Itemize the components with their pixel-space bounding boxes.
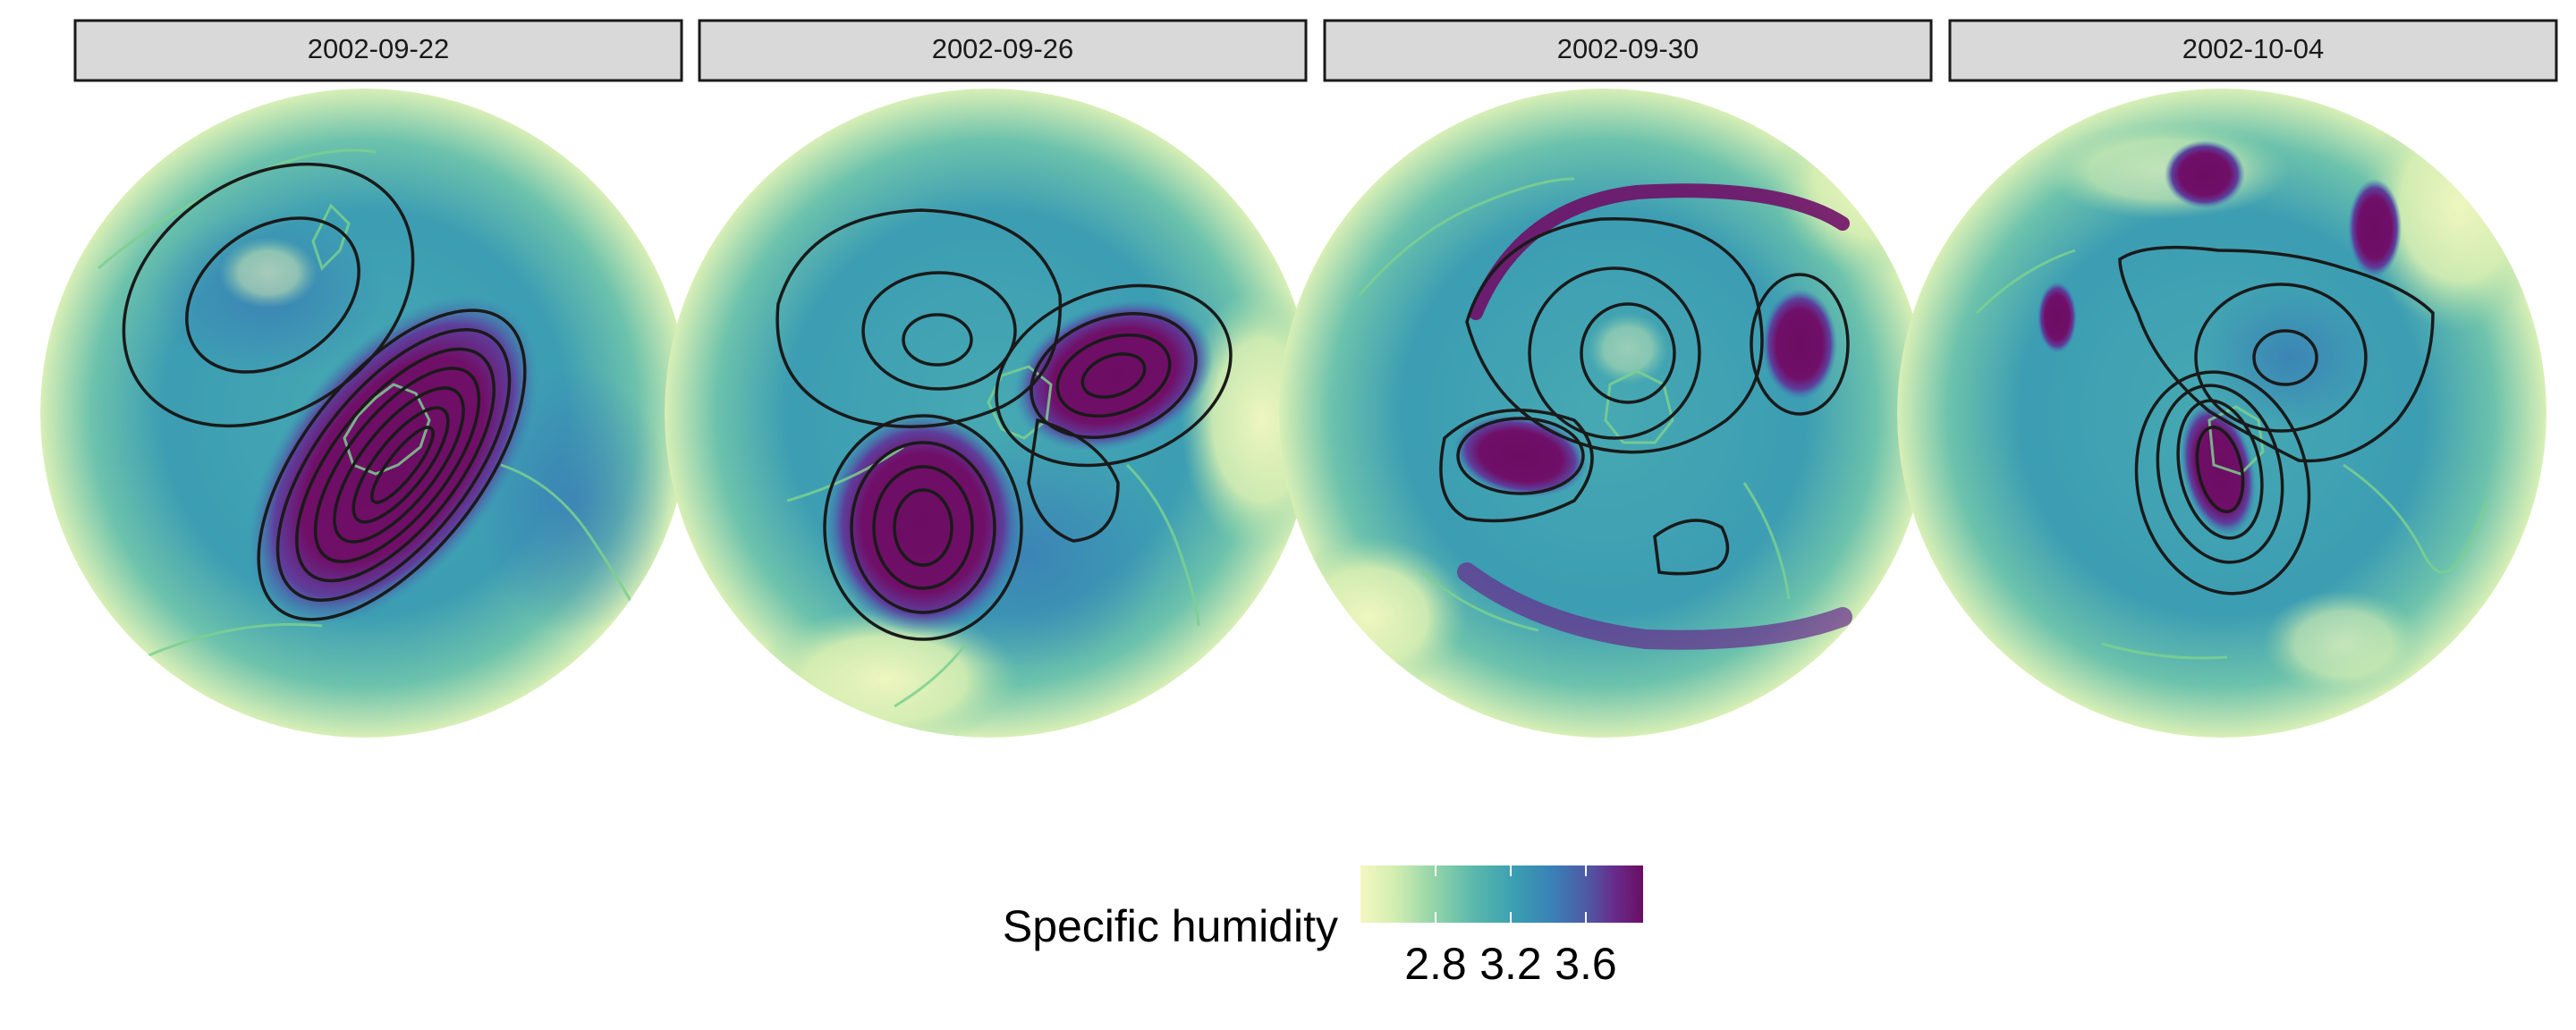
- facet-4: 2002-10-04: [1897, 19, 2558, 738]
- colorbar-tick-label-2: 3.2: [1479, 939, 1542, 989]
- legend: Specific humidity 2.8 3.2 3.6: [1003, 865, 1643, 989]
- dry-region-3c: [1588, 313, 1668, 384]
- legend-title: Specific humidity: [1003, 901, 1338, 951]
- dry-region-4b: [2039, 121, 2290, 219]
- humid-region-4c: [2348, 179, 2402, 277]
- facet-label-3: 2002-09-30: [1557, 33, 1699, 64]
- humid-region-3a: [1453, 414, 1588, 498]
- humid-region-4b: [2165, 140, 2245, 208]
- humid-region-1: [248, 295, 539, 626]
- colorbar-tick-label-1: 2.8: [1404, 939, 1467, 989]
- colorbar-tick-label-3: 3.6: [1555, 939, 1617, 989]
- coastlines-3: [1358, 177, 1791, 632]
- contours-4: [2118, 245, 2435, 595]
- facet-1: 2002-09-22: [40, 19, 690, 738]
- humid-band-3: [1457, 562, 1852, 650]
- facet-label-1: 2002-09-22: [308, 33, 450, 64]
- map-panel-3: [1279, 89, 1928, 738]
- facet-strip-2: [698, 19, 1308, 82]
- facet-strip-1: [73, 19, 683, 82]
- facet-strip-4: [1948, 19, 2558, 82]
- contours-1: [122, 162, 527, 621]
- coastlines-2: [786, 365, 1200, 708]
- cool-region-4: [2200, 286, 2379, 429]
- humid-region-3b: [1762, 289, 1837, 400]
- facet-label-4: 2002-10-04: [2182, 33, 2325, 64]
- humid-region-4d: [2038, 282, 2077, 353]
- coastlines-4: [1975, 249, 2488, 660]
- contours-2: [775, 208, 1233, 641]
- dry-region-4c: [2263, 590, 2424, 697]
- facet-2: 2002-09-26: [665, 19, 1314, 738]
- humid-region-4a: [2180, 403, 2257, 536]
- colorbar: [1360, 865, 1643, 923]
- facet-3: 2002-09-30: [1279, 19, 1933, 738]
- humid-region-2a: [825, 411, 1021, 635]
- map-panel-2: [665, 89, 1314, 738]
- facet-label-2: 2002-09-26: [932, 33, 1074, 64]
- contours-3: [1439, 216, 1850, 576]
- facet-strip-3: [1323, 19, 1933, 82]
- map-panel-1: [40, 89, 690, 738]
- dry-region-3b: [1279, 536, 1467, 697]
- colorbar-ticks: [1435, 865, 1587, 923]
- dry-region-1a: [219, 237, 318, 308]
- map-panel-4: [1897, 89, 2546, 738]
